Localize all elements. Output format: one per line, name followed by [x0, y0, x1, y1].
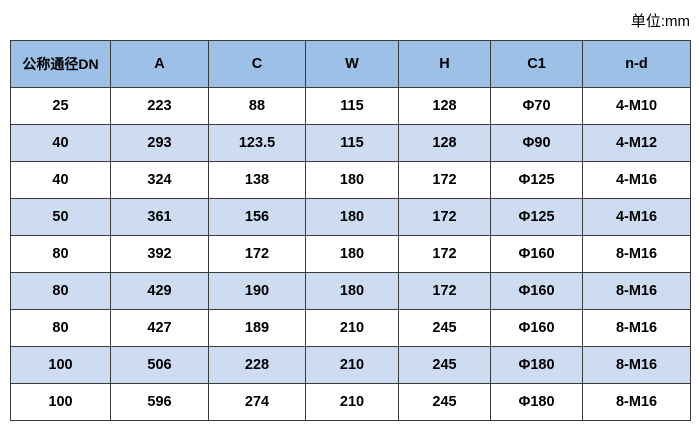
cell-dn: 100 — [10, 383, 111, 421]
cell-dn: 100 — [10, 346, 111, 384]
cell-w: 115 — [305, 124, 399, 162]
table-row: 40 293 123.5 115 128 Φ90 4-M12 — [10, 124, 691, 162]
cell-dn: 80 — [10, 272, 111, 310]
table-row: 50 361 156 180 172 Φ125 4-M16 — [10, 198, 691, 236]
cell-c: 274 — [208, 383, 306, 421]
cell-c: 123.5 — [208, 124, 306, 162]
cell-dn: 40 — [10, 161, 111, 199]
cell-dn: 40 — [10, 124, 111, 162]
cell-h: 172 — [398, 235, 491, 273]
cell-a: 429 — [110, 272, 209, 310]
cell-a: 223 — [110, 87, 209, 125]
cell-a: 361 — [110, 198, 209, 236]
cell-h: 172 — [398, 272, 491, 310]
table-row: 100 596 274 210 245 Φ180 8-M16 — [10, 383, 691, 421]
cell-nd: 8-M16 — [582, 383, 691, 421]
column-header-nd: n-d — [582, 40, 691, 88]
table-header: 公称通径DN A C W H C1 n-d — [10, 40, 691, 88]
column-header-c1: C1 — [490, 40, 583, 88]
cell-c: 172 — [208, 235, 306, 273]
cell-dn: 80 — [10, 309, 111, 347]
cell-w: 180 — [305, 198, 399, 236]
cell-nd: 4-M10 — [582, 87, 691, 125]
cell-c: 228 — [208, 346, 306, 384]
cell-nd: 4-M16 — [582, 198, 691, 236]
cell-w: 210 — [305, 309, 399, 347]
cell-a: 293 — [110, 124, 209, 162]
cell-nd: 4-M12 — [582, 124, 691, 162]
table-row: 80 429 190 180 172 Φ160 8-M16 — [10, 272, 691, 310]
column-header-a: A — [110, 40, 209, 88]
cell-w: 210 — [305, 383, 399, 421]
cell-c1: Φ70 — [490, 87, 583, 125]
column-header-h: H — [398, 40, 491, 88]
column-header-dn: 公称通径DN — [10, 40, 111, 88]
cell-a: 324 — [110, 161, 209, 199]
cell-a: 596 — [110, 383, 209, 421]
cell-c: 88 — [208, 87, 306, 125]
cell-nd: 4-M16 — [582, 161, 691, 199]
cell-h: 128 — [398, 124, 491, 162]
cell-c: 138 — [208, 161, 306, 199]
cell-a: 427 — [110, 309, 209, 347]
spec-table-container: 公称通径DN A C W H C1 n-d 25 223 88 115 128 … — [10, 40, 691, 421]
unit-note: 单位:mm — [630, 13, 690, 30]
cell-c: 189 — [208, 309, 306, 347]
cell-h: 245 — [398, 383, 491, 421]
column-header-c: C — [208, 40, 306, 88]
cell-dn: 25 — [10, 87, 111, 125]
table-row: 80 427 189 210 245 Φ160 8-M16 — [10, 309, 691, 347]
cell-c1: Φ125 — [490, 161, 583, 199]
column-header-w: W — [305, 40, 399, 88]
cell-h: 172 — [398, 161, 491, 199]
cell-c1: Φ90 — [490, 124, 583, 162]
table-row: 100 506 228 210 245 Φ180 8-M16 — [10, 346, 691, 384]
cell-c1: Φ180 — [490, 383, 583, 421]
cell-h: 245 — [398, 309, 491, 347]
cell-w: 180 — [305, 235, 399, 273]
cell-nd: 8-M16 — [582, 272, 691, 310]
table-row: 80 392 172 180 172 Φ160 8-M16 — [10, 235, 691, 273]
cell-h: 172 — [398, 198, 491, 236]
cell-a: 392 — [110, 235, 209, 273]
cell-dn: 50 — [10, 198, 111, 236]
dimension-spec-table: 公称通径DN A C W H C1 n-d 25 223 88 115 128 … — [10, 40, 691, 421]
cell-h: 245 — [398, 346, 491, 384]
cell-a: 506 — [110, 346, 209, 384]
cell-c1: Φ180 — [490, 346, 583, 384]
table-row: 40 324 138 180 172 Φ125 4-M16 — [10, 161, 691, 199]
cell-nd: 8-M16 — [582, 235, 691, 273]
cell-dn: 80 — [10, 235, 111, 273]
cell-w: 180 — [305, 161, 399, 199]
cell-c1: Φ125 — [490, 198, 583, 236]
cell-w: 180 — [305, 272, 399, 310]
cell-c1: Φ160 — [490, 309, 583, 347]
header-row: 公称通径DN A C W H C1 n-d — [10, 40, 691, 88]
cell-nd: 8-M16 — [582, 346, 691, 384]
table-body: 25 223 88 115 128 Φ70 4-M10 40 293 123.5… — [10, 87, 691, 421]
cell-c1: Φ160 — [490, 235, 583, 273]
cell-w: 210 — [305, 346, 399, 384]
cell-c1: Φ160 — [490, 272, 583, 310]
cell-h: 128 — [398, 87, 491, 125]
cell-w: 115 — [305, 87, 399, 125]
cell-c: 156 — [208, 198, 306, 236]
table-row: 25 223 88 115 128 Φ70 4-M10 — [10, 87, 691, 125]
cell-nd: 8-M16 — [582, 309, 691, 347]
cell-c: 190 — [208, 272, 306, 310]
